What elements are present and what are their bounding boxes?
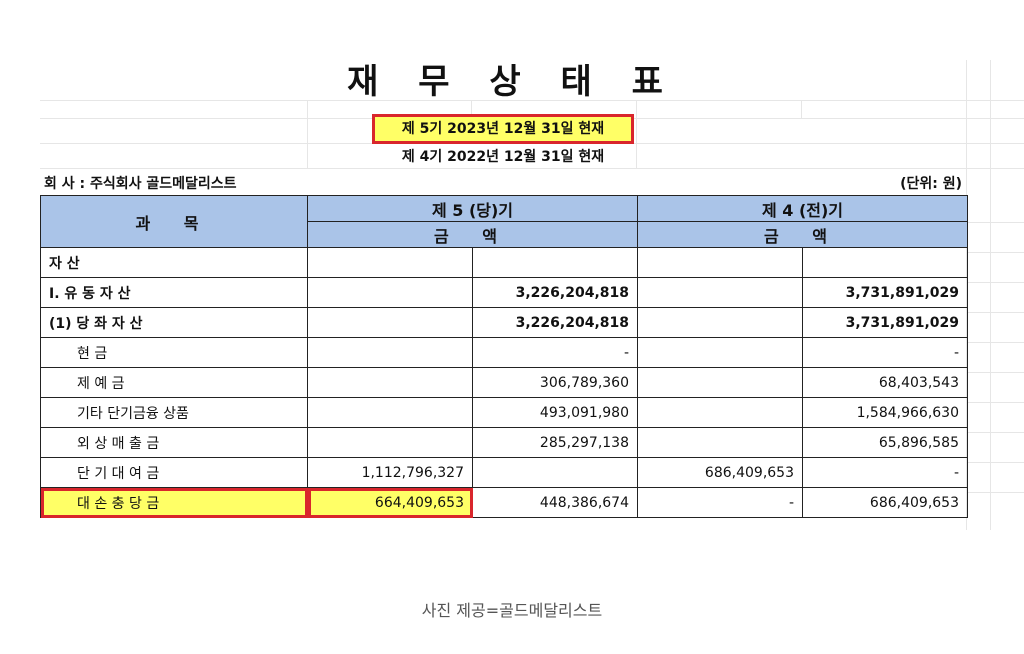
row-label: 자 산 bbox=[40, 247, 308, 278]
photo-caption: 사진 제공=골드메달리스트 bbox=[421, 601, 603, 620]
table-row: (1) 당 좌 자 산 3,226,204,818 3,731,891,029 bbox=[40, 307, 968, 338]
table-row: 기타 단기금융 상품 493,091,980 1,584,966,630 bbox=[40, 397, 968, 428]
row-label: 단 기 대 여 금 bbox=[40, 457, 308, 488]
table-row: 자 산 bbox=[40, 247, 968, 278]
current-period-highlight: 제 5기 2023년 12월 31일 현재 bbox=[372, 114, 634, 144]
row-label: (1) 당 좌 자 산 bbox=[40, 307, 308, 338]
header-current-period: 제 5 (당)기 bbox=[307, 195, 638, 222]
row-label-highlighted: 대 손 충 당 금 bbox=[40, 487, 308, 518]
prior-period-label: 제 4기 2022년 12월 31일 현재 bbox=[401, 149, 605, 165]
cell bbox=[307, 427, 473, 458]
header-prior-period: 제 4 (전)기 bbox=[637, 195, 968, 222]
balance-sheet-table: 과 목 제 5 (당)기 제 4 (전)기 금 액 금 액 자 산 I. 유 동… bbox=[40, 195, 968, 518]
cell: 3,731,891,029 bbox=[802, 277, 968, 308]
row-label: 제 예 금 bbox=[40, 367, 308, 398]
cell: 3,731,891,029 bbox=[802, 307, 968, 338]
table-row: 현 금 - - bbox=[40, 337, 968, 368]
cell: 1,112,796,327 bbox=[307, 457, 473, 488]
cell bbox=[637, 307, 803, 338]
cell: 493,091,980 bbox=[472, 397, 638, 428]
cell: 68,403,543 bbox=[802, 367, 968, 398]
cell bbox=[307, 307, 473, 338]
unit-label: (단위: 원) bbox=[900, 176, 962, 192]
cell bbox=[802, 247, 968, 278]
cell bbox=[307, 247, 473, 278]
row-label: 현 금 bbox=[40, 337, 308, 368]
document-title: 재 무 상 태 표 bbox=[347, 62, 677, 102]
row-label: 기타 단기금융 상품 bbox=[40, 397, 308, 428]
spreadsheet-image: 재 무 상 태 표 제 5기 2023년 12월 31일 현재 제 4기 202… bbox=[40, 60, 1024, 530]
cell bbox=[307, 277, 473, 308]
cell bbox=[472, 457, 638, 488]
table-row: 제 예 금 306,789,360 68,403,543 bbox=[40, 367, 968, 398]
cell bbox=[307, 337, 473, 368]
cell bbox=[637, 367, 803, 398]
cell: 285,297,138 bbox=[472, 427, 638, 458]
company-name: 회 사 : 주식회사 골드메달리스트 bbox=[44, 176, 237, 192]
cell bbox=[472, 247, 638, 278]
row-label: 외 상 매 출 금 bbox=[40, 427, 308, 458]
cell bbox=[307, 397, 473, 428]
cell: - bbox=[472, 337, 638, 368]
cell: 1,584,966,630 bbox=[802, 397, 968, 428]
header-prior-amount: 금 액 bbox=[637, 221, 968, 248]
cell: 306,789,360 bbox=[472, 367, 638, 398]
cell bbox=[307, 367, 473, 398]
cell bbox=[637, 277, 803, 308]
cell: 448,386,674 bbox=[472, 487, 638, 518]
table-row: 외 상 매 출 금 285,297,138 65,896,585 bbox=[40, 427, 968, 458]
cell: - bbox=[802, 457, 968, 488]
table-row: 대 손 충 당 금 664,409,653 448,386,674 - 686,… bbox=[40, 487, 968, 518]
header-item: 과 목 bbox=[40, 195, 308, 248]
cell: - bbox=[802, 337, 968, 368]
cell: - bbox=[637, 487, 803, 518]
cell bbox=[637, 397, 803, 428]
cell bbox=[637, 337, 803, 368]
cell: 3,226,204,818 bbox=[472, 277, 638, 308]
cell: 3,226,204,818 bbox=[472, 307, 638, 338]
table-row: I. 유 동 자 산 3,226,204,818 3,731,891,029 bbox=[40, 277, 968, 308]
cell: 686,409,653 bbox=[637, 457, 803, 488]
cell: 65,896,585 bbox=[802, 427, 968, 458]
table-row: 단 기 대 여 금 1,112,796,327 686,409,653 - bbox=[40, 457, 968, 488]
cell: 686,409,653 bbox=[802, 487, 968, 518]
row-label: I. 유 동 자 산 bbox=[40, 277, 308, 308]
header-current-amount: 금 액 bbox=[307, 221, 638, 248]
cell bbox=[637, 247, 803, 278]
cell-highlighted: 664,409,653 bbox=[307, 487, 473, 518]
cell bbox=[637, 427, 803, 458]
